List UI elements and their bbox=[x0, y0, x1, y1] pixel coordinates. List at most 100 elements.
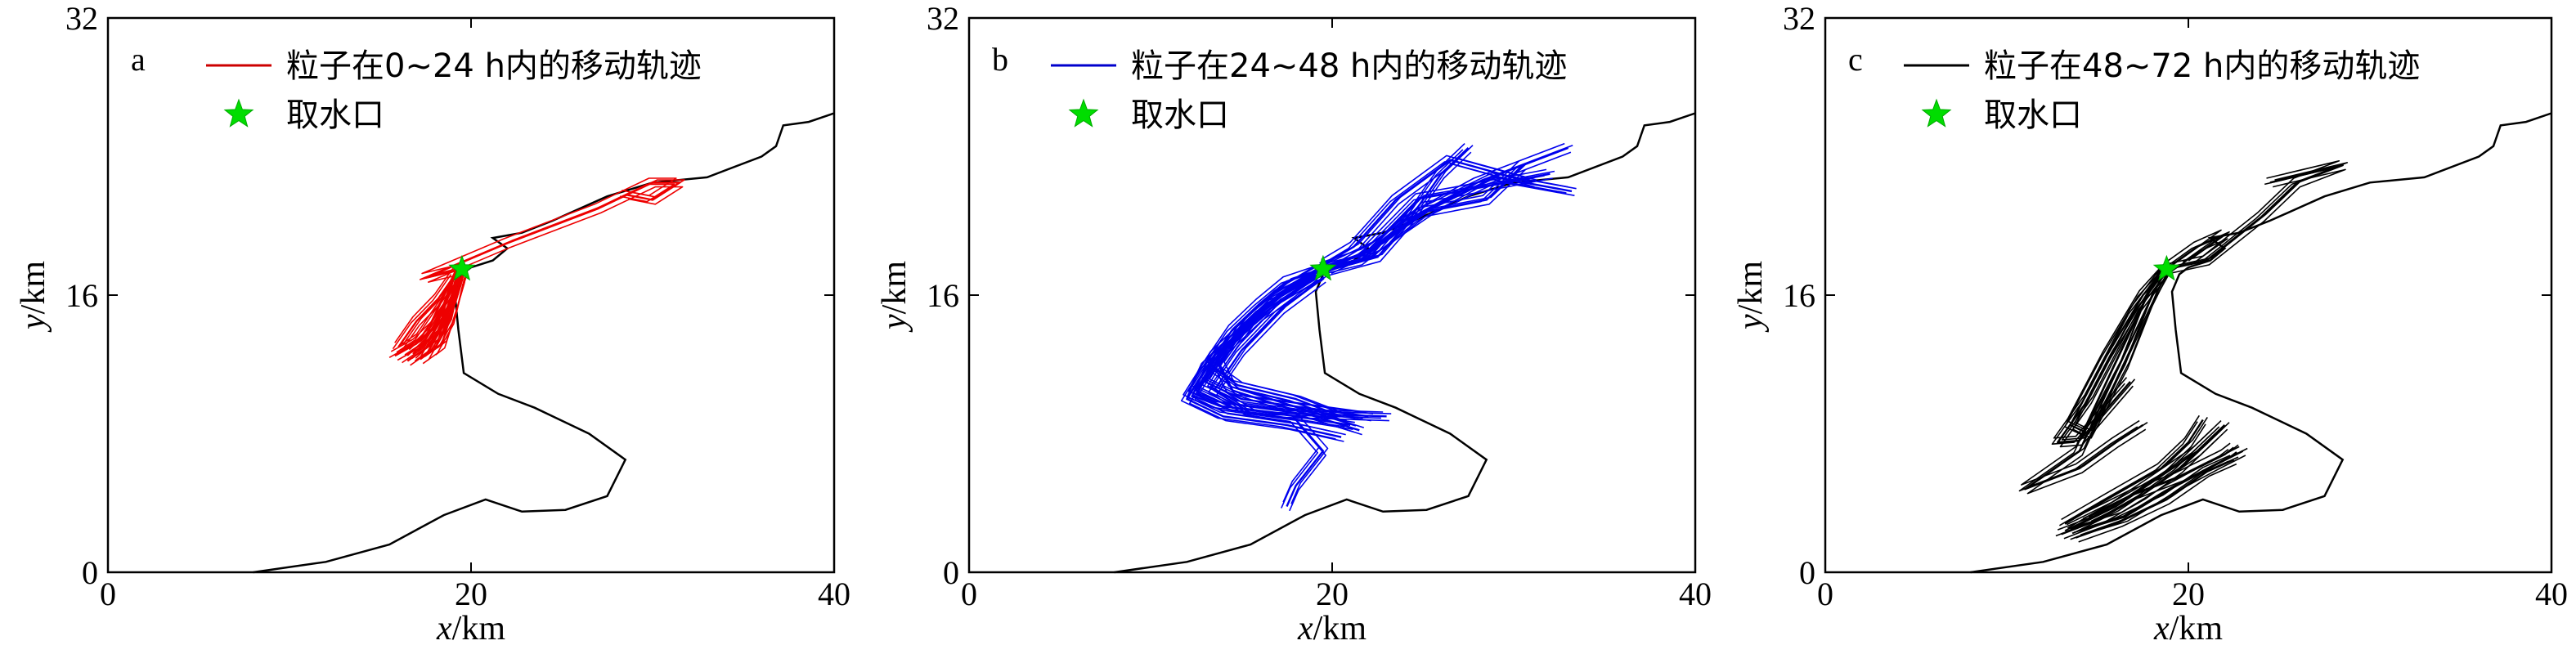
intake-star-marker bbox=[448, 254, 476, 281]
y-tick-marks: 0 16 32 bbox=[927, 0, 1695, 591]
legend-label-intake: 取水口 bbox=[286, 96, 384, 134]
x-tick-marks: 0 20 40 bbox=[961, 18, 1712, 612]
trajectories bbox=[1180, 142, 1577, 512]
trajectory-line bbox=[2066, 428, 2213, 526]
y-tick-marks: 0 16 32 bbox=[1783, 0, 2551, 591]
trajectory-line bbox=[1326, 151, 1572, 275]
x-tick-label: 20 bbox=[2172, 576, 2205, 612]
x-tick-label: 0 bbox=[100, 576, 116, 612]
panel-letter: b bbox=[992, 41, 1008, 78]
trajectory-line bbox=[419, 183, 675, 280]
y-tick-label: 16 bbox=[927, 277, 959, 314]
panel-a: 0 20 40 0 16 32 a 粒子在0~24 h内的移动轨迹 取水口 x/km y… bbox=[15, 0, 850, 647]
trajectory-line bbox=[1207, 268, 1342, 418]
trajectory-line bbox=[2073, 452, 2238, 534]
legend-label-intake: 取水口 bbox=[1984, 96, 2082, 134]
trajectory-line bbox=[2170, 238, 2228, 273]
panel-letter: c bbox=[1848, 41, 1863, 78]
x-tick-label: 20 bbox=[1316, 576, 1349, 612]
trajectory-line bbox=[1319, 161, 1527, 267]
trajectory-line bbox=[414, 280, 456, 362]
trajectory-line bbox=[2162, 235, 2220, 270]
trajectory-line bbox=[2085, 442, 2231, 513]
trajectory-line bbox=[2071, 455, 2231, 535]
legend-label-trajectory: 粒子在48~72 h内的移动轨迹 bbox=[1984, 47, 2420, 85]
trajectory-line bbox=[402, 269, 462, 345]
trajectory-line bbox=[1196, 271, 1392, 414]
trajectory-line bbox=[402, 277, 454, 364]
x-axis-title: x/km bbox=[1297, 610, 1367, 647]
legend-star-icon bbox=[1068, 98, 1099, 128]
trajectory-line bbox=[2061, 414, 2200, 521]
trajectory-line bbox=[392, 274, 452, 350]
coastline bbox=[1970, 112, 2552, 574]
trajectory-line bbox=[2021, 269, 2161, 486]
x-tick-label: 0 bbox=[961, 576, 977, 612]
trajectory-line bbox=[1215, 266, 1357, 427]
y-tick-label: 32 bbox=[927, 0, 959, 37]
trajectory-line bbox=[1331, 168, 1526, 275]
y-axis-title: y/km bbox=[1732, 261, 1770, 333]
legend: 粒子在24~48 h内的移动轨迹 取水口 bbox=[1051, 47, 1567, 134]
trajectory-line bbox=[2069, 416, 2208, 522]
trajectory-line bbox=[1319, 168, 1547, 264]
y-tick-label: 32 bbox=[65, 0, 98, 37]
trajectory-line bbox=[1325, 177, 1553, 273]
x-tick-label: 40 bbox=[818, 576, 850, 612]
y-tick-label: 0 bbox=[1799, 554, 1815, 591]
x-tick-label: 40 bbox=[2535, 576, 2568, 612]
trajectory-line bbox=[422, 284, 464, 365]
legend-star-icon bbox=[223, 98, 254, 128]
plot-frame bbox=[967, 16, 1697, 574]
trajectory-line bbox=[2078, 463, 2237, 543]
x-axis-title: x/km bbox=[436, 610, 505, 647]
legend: 粒子在0~24 h内的移动轨迹 取水口 bbox=[206, 47, 702, 134]
legend-star-icon bbox=[1921, 98, 1952, 128]
trajectory-line bbox=[1187, 269, 1384, 413]
trajectory-line bbox=[2053, 264, 2164, 439]
trajectories bbox=[2018, 160, 2349, 543]
x-tick-marks: 0 20 40 bbox=[1817, 18, 2568, 612]
y-tick-label: 16 bbox=[65, 277, 98, 314]
trajectory-line bbox=[421, 177, 677, 275]
trajectory-line bbox=[397, 271, 458, 348]
trajectory-line bbox=[1186, 276, 1381, 419]
trajectory-line bbox=[1317, 175, 1545, 270]
y-axis-title: y/km bbox=[15, 261, 52, 333]
y-tick-label: 0 bbox=[82, 554, 98, 591]
legend-label-intake: 取水口 bbox=[1131, 96, 1229, 134]
legend: 粒子在48~72 h内的移动轨迹 取水口 bbox=[1904, 47, 2420, 134]
x-axis-title: x/km bbox=[2153, 610, 2223, 647]
x-tick-label: 20 bbox=[455, 576, 487, 612]
trajectory-line bbox=[2058, 421, 2198, 526]
trajectory-line bbox=[1208, 279, 1319, 508]
y-tick-label: 16 bbox=[1783, 277, 1815, 314]
trajectory-line bbox=[394, 267, 454, 343]
x-tick-label: 40 bbox=[1679, 576, 1712, 612]
coastline bbox=[1114, 112, 1696, 574]
trajectory-line bbox=[1191, 273, 1387, 418]
trajectory-line bbox=[1321, 155, 1529, 261]
y-axis-title: y/km bbox=[876, 261, 913, 333]
x-tick-label: 0 bbox=[1817, 576, 1833, 612]
trajectory-line bbox=[2161, 166, 2338, 272]
trajectory-line bbox=[2169, 168, 2346, 275]
trajectory-line bbox=[1327, 170, 1555, 266]
trajectory-line bbox=[427, 186, 684, 283]
intake-star-marker bbox=[1309, 254, 1337, 281]
trajectory-line bbox=[1202, 270, 1336, 419]
trajectory-line bbox=[2026, 278, 2167, 495]
panel-letter: a bbox=[131, 41, 146, 78]
trajectory-line bbox=[2070, 460, 2229, 540]
legend-label-trajectory: 粒子在0~24 h内的移动轨迹 bbox=[286, 47, 702, 85]
plot-frame bbox=[1824, 16, 2553, 574]
y-tick-label: 32 bbox=[1783, 0, 1815, 37]
trajectory-line bbox=[2082, 448, 2229, 520]
intake-star-marker bbox=[2152, 254, 2180, 281]
trajectory-line bbox=[2018, 276, 2159, 492]
x-tick-marks: 0 20 40 bbox=[100, 18, 850, 612]
trajectory-line bbox=[2162, 160, 2340, 266]
